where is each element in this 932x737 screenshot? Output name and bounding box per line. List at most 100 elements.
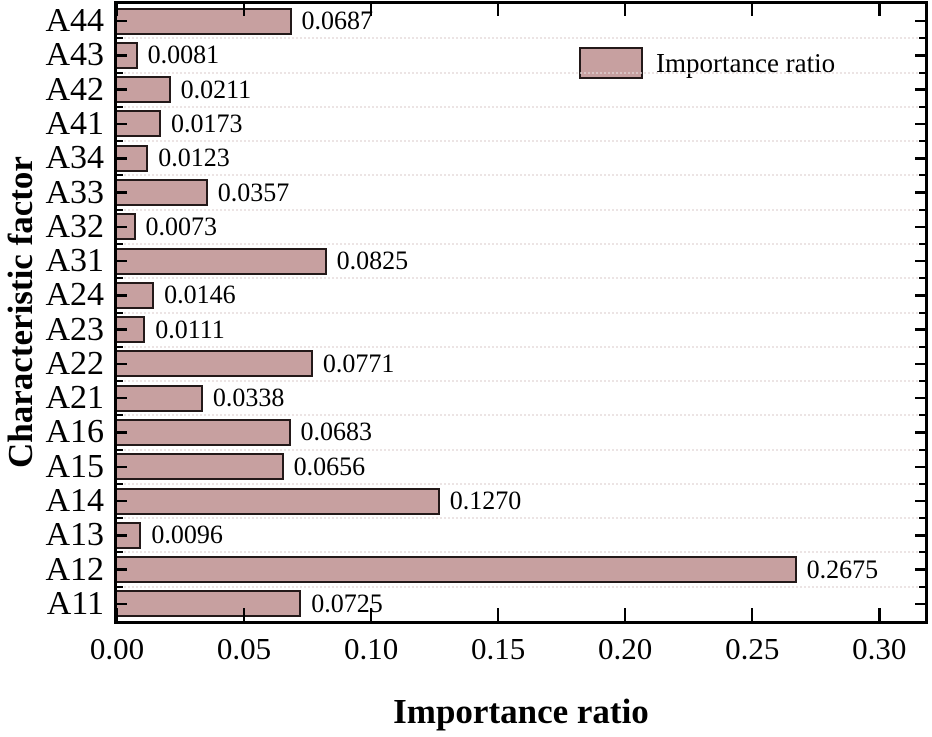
bar <box>117 41 138 69</box>
bar <box>117 556 797 584</box>
bar-value-label: 0.0096 <box>151 520 223 550</box>
bar <box>117 350 313 378</box>
x-major-tick <box>878 4 881 16</box>
y-minor-tick <box>117 585 123 588</box>
y-tick-label: A13 <box>45 516 104 554</box>
y-major-tick <box>117 568 127 571</box>
plot-inner: Importance ratio 0.0687 0.0081 0.0211 0.017… <box>115 4 925 621</box>
y-major-tick <box>117 157 127 160</box>
y-minor-tick <box>117 208 123 211</box>
y-major-tick <box>117 328 127 331</box>
y-minor-tick <box>919 140 925 143</box>
x-tick-label: 0.10 <box>343 631 399 666</box>
bar-value-label: 0.0683 <box>300 417 373 447</box>
x-major-tick <box>496 608 500 621</box>
y-minor-tick <box>117 37 123 40</box>
y-minor-tick <box>919 380 925 383</box>
y-minor-tick <box>117 71 123 74</box>
y-minor-tick <box>919 174 925 177</box>
y-minor-tick <box>919 311 925 314</box>
y-minor-tick <box>117 311 123 314</box>
bar-value-label: 0.2675 <box>806 554 879 584</box>
y-minor-tick <box>117 448 123 451</box>
legend: Importance ratio <box>579 47 835 79</box>
gridline <box>117 242 925 245</box>
y-tick-label: A32 <box>45 207 104 245</box>
y-major-tick <box>915 19 925 23</box>
y-minor-tick <box>919 37 925 40</box>
gridline <box>117 345 925 348</box>
y-tick-label: A44 <box>45 2 104 40</box>
x-major-tick <box>623 608 627 621</box>
gridline <box>117 380 925 383</box>
y-minor-tick <box>919 277 925 280</box>
y-minor-tick <box>919 585 925 588</box>
bar <box>117 487 440 515</box>
y-major-tick <box>117 225 127 229</box>
gridline <box>117 414 925 417</box>
y-major-tick <box>915 225 925 229</box>
y-minor-tick <box>919 551 925 554</box>
y-tick-label: A31 <box>45 242 104 280</box>
bar <box>117 247 327 275</box>
legend-swatch <box>579 47 643 79</box>
y-major-tick <box>915 396 925 400</box>
gridline <box>117 208 925 211</box>
x-major-tick <box>242 608 246 621</box>
y-minor-tick <box>919 105 925 108</box>
bar-value-label: 0.0073 <box>145 211 218 241</box>
y-minor-tick <box>117 105 123 108</box>
y-tick-label: A24 <box>45 276 104 314</box>
y-major-tick <box>915 431 925 434</box>
gridline <box>117 71 925 74</box>
y-tick-label: A23 <box>45 310 104 348</box>
y-major-tick <box>915 191 925 194</box>
bar-value-label: 0.0111 <box>155 314 225 344</box>
y-tick-label: A34 <box>45 139 104 177</box>
gridline <box>117 551 925 554</box>
plot-area: Importance ratio 0.0687 0.0081 0.0211 0.017… <box>114 1 928 624</box>
bar-value-label: 0.0211 <box>180 74 252 104</box>
bar-value-label: 0.0771 <box>322 348 395 378</box>
y-tick-label: A22 <box>45 344 104 382</box>
y-major-tick <box>117 362 127 366</box>
y-major-tick <box>117 396 127 400</box>
y-major-tick <box>117 191 127 194</box>
y-major-tick <box>117 294 127 297</box>
y-major-tick <box>117 499 127 503</box>
x-major-tick <box>369 608 373 621</box>
x-major-tick <box>242 4 246 16</box>
x-tick-label: 0.20 <box>598 631 653 666</box>
x-axis-title: Importance ratio <box>393 692 649 731</box>
y-axis-category-labels: A44 A43 A42 A41 A34 A33 A32 A31 A24 A23 A22 A21 A16 A… <box>0 2 104 622</box>
y-major-tick <box>117 54 127 57</box>
gridline <box>117 448 925 451</box>
x-major-tick <box>623 4 627 16</box>
bar <box>117 179 208 207</box>
gridline <box>117 140 925 143</box>
x-major-tick <box>878 608 881 621</box>
y-minor-tick <box>919 448 925 451</box>
y-tick-label: A16 <box>45 413 104 451</box>
y-tick-label: A43 <box>45 36 104 74</box>
y-major-tick <box>915 259 925 263</box>
y-major-tick <box>117 19 127 23</box>
gridline <box>117 174 925 177</box>
gridline <box>117 482 925 485</box>
y-minor-tick <box>919 517 925 520</box>
x-tick-label: 0.25 <box>725 631 780 666</box>
bar-value-label: 0.1270 <box>449 486 522 515</box>
y-minor-tick <box>117 414 123 417</box>
x-tick-label: 0.05 <box>216 631 272 666</box>
y-major-tick <box>915 602 925 606</box>
gridline <box>117 517 925 520</box>
x-major-tick <box>115 608 119 621</box>
y-tick-label: A15 <box>45 447 104 485</box>
y-minor-tick <box>117 380 123 383</box>
y-minor-tick <box>117 242 123 245</box>
y-tick-label: A42 <box>45 70 104 108</box>
bar <box>117 7 292 35</box>
y-minor-tick <box>117 174 123 177</box>
y-major-tick <box>117 431 127 434</box>
